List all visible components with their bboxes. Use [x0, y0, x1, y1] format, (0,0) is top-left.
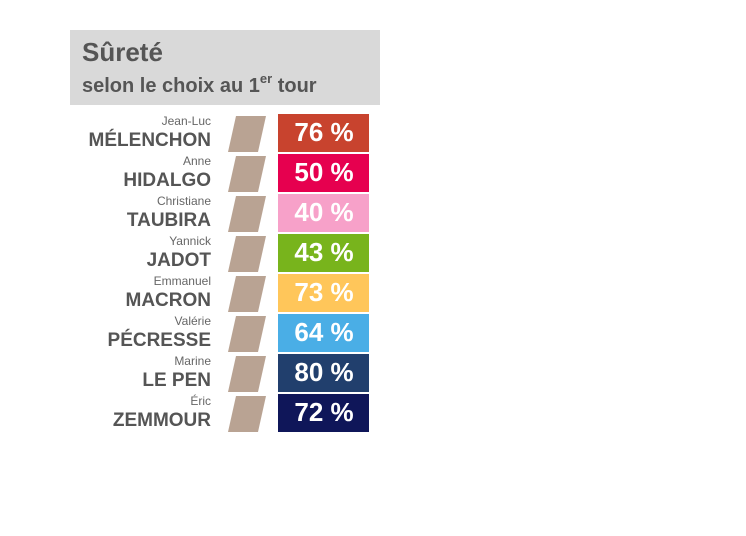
- value-box: [278, 274, 369, 312]
- last-name: LE PEN: [142, 370, 211, 391]
- value: 73 %: [294, 277, 353, 307]
- last-name: TAUBIRA: [127, 210, 211, 231]
- last-name: ZEMMOUR: [113, 410, 211, 431]
- portrait: [228, 396, 266, 432]
- value: 43 %: [294, 237, 353, 267]
- value: 76 %: [294, 117, 353, 147]
- portrait: [228, 236, 266, 272]
- portrait: [228, 156, 266, 192]
- last-name: JADOT: [147, 250, 212, 271]
- header-box: [70, 30, 380, 105]
- first-name: Valérie: [175, 314, 212, 328]
- value: 50 %: [294, 157, 353, 187]
- value-box: [278, 194, 369, 232]
- value: 40 %: [294, 197, 353, 227]
- value-box: [278, 314, 369, 352]
- portrait: [228, 196, 266, 232]
- first-name: Marine: [174, 354, 211, 368]
- first-name: Yannick: [169, 234, 212, 248]
- last-name: PÉCRESSE: [108, 329, 211, 351]
- portrait: [228, 276, 266, 312]
- first-name: Éric: [190, 393, 211, 408]
- value-box: [278, 234, 369, 272]
- value-box: [278, 394, 369, 432]
- portrait: [228, 316, 266, 352]
- first-name: Jean-Luc: [162, 114, 211, 128]
- subtitle: selon le choix au 1er tour: [82, 71, 317, 97]
- subtitle-part: tour: [272, 75, 317, 97]
- value-box: [278, 354, 369, 392]
- value: 80 %: [294, 357, 353, 387]
- value-box: [278, 154, 369, 192]
- subtitle-part: selon le choix au 1: [82, 75, 260, 97]
- value: 64 %: [294, 317, 353, 347]
- first-name: Christiane: [157, 194, 211, 208]
- portrait: [228, 116, 266, 152]
- last-name: MÉLENCHON: [89, 129, 211, 151]
- last-name: MACRON: [126, 290, 212, 311]
- subtitle-sup: er: [260, 71, 272, 86]
- value-box: [278, 114, 369, 152]
- portrait: [228, 356, 266, 392]
- title: Sûreté: [82, 37, 163, 67]
- last-name: HIDALGO: [123, 170, 211, 191]
- first-name: Anne: [183, 154, 211, 168]
- value: 72 %: [294, 397, 353, 427]
- first-name: Emmanuel: [154, 274, 211, 288]
